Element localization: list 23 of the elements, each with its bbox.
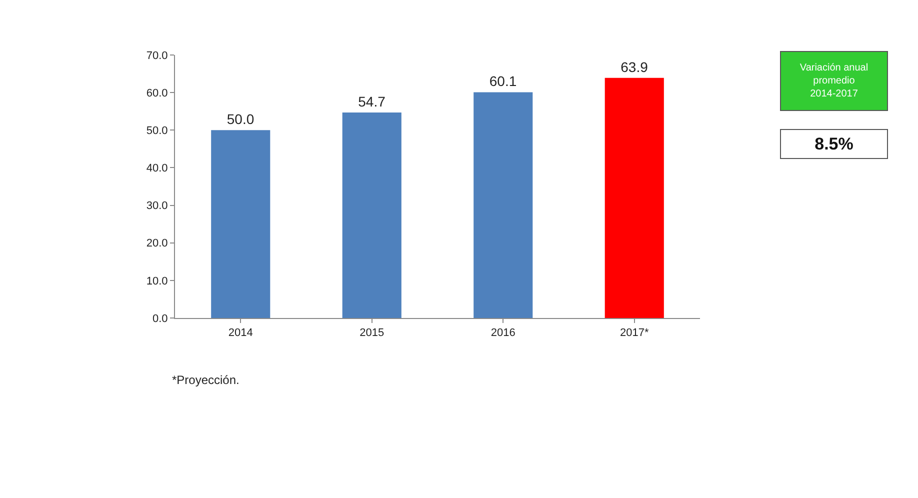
y-tick-label: 60.0 bbox=[146, 87, 168, 100]
text: Variación anual promedio 2014-2017 bbox=[800, 62, 868, 100]
data-label: 50.0 bbox=[226, 111, 254, 128]
data-label: 54.7 bbox=[358, 93, 386, 110]
data-label: 60.1 bbox=[489, 73, 517, 90]
x-tick-label: 2016 bbox=[490, 327, 516, 340]
x-tick-label: 2017* bbox=[620, 327, 650, 340]
y-tick-label: 70.0 bbox=[146, 50, 168, 62]
y-tick-label: 10.0 bbox=[146, 275, 168, 288]
bar bbox=[604, 78, 664, 318]
y-tick-label: 30.0 bbox=[146, 200, 168, 212]
x-tick-label: 2014 bbox=[228, 327, 253, 340]
bar bbox=[342, 112, 402, 318]
x-tick-label: 2015 bbox=[360, 327, 384, 340]
y-tick-label: 50.0 bbox=[146, 124, 168, 137]
y-tick-label: 40.0 bbox=[146, 162, 168, 175]
text: *Proyección. bbox=[172, 373, 240, 387]
text: 8.5% bbox=[814, 134, 854, 154]
y-tick-label: 0.0 bbox=[152, 312, 168, 325]
bar bbox=[211, 130, 270, 318]
bar bbox=[474, 92, 533, 318]
data-label: 63.9 bbox=[620, 58, 648, 75]
y-tick-label: 20.0 bbox=[146, 238, 168, 250]
